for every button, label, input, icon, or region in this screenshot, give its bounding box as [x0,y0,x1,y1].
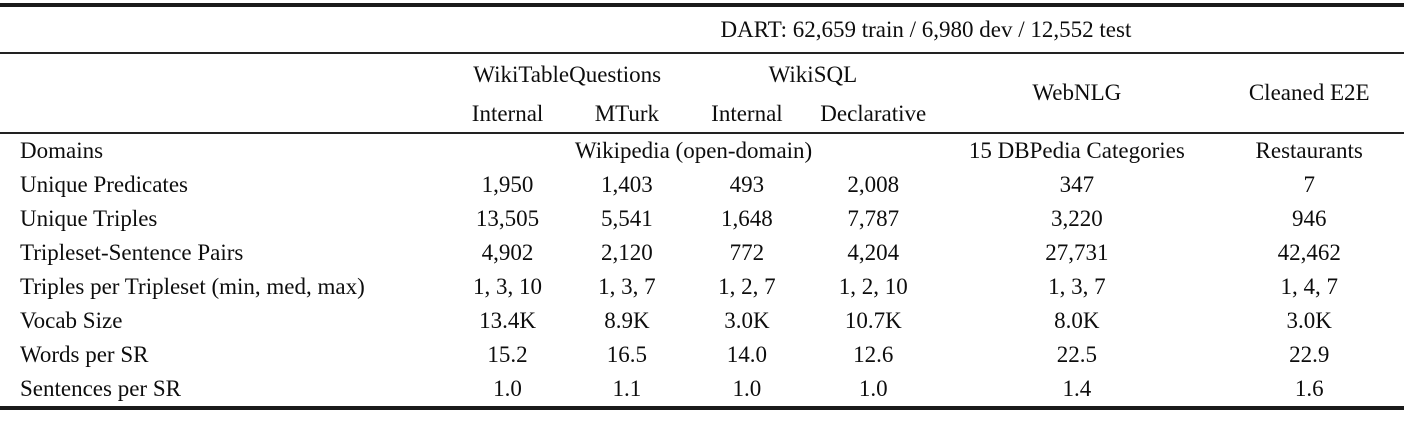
value-cell: 1, 2, 7 [718,274,776,299]
value-cell: 15.2 [487,342,528,367]
row-label-unique-predicates: Unique Predicates [20,172,188,197]
row-label-sentences-per-sr: Sentences per SR [20,376,181,401]
value-cell: 3.0K [1286,308,1332,333]
domains-e2e-cell: Restaurants [1255,138,1363,163]
value-cell: 42,462 [1277,240,1341,265]
value-cell: 7 [1303,172,1315,197]
blank-cell [0,96,448,134]
column-group-wikisql: WikiSQL [768,62,858,87]
value-cell: 2,008 [847,172,900,197]
table-row-vocab-size: Vocab Size 13.4K 8.9K 3.0K 10.7K 8.0K 3.… [0,304,1404,338]
value-cell: 3,220 [1050,206,1103,231]
dataset-statistics-table: DART: 62,659 train / 6,980 dev / 12,552 … [0,3,1404,410]
value-cell: 1, 2, 10 [838,274,908,299]
column-group-wikitablequestions: WikiTableQuestions [473,62,662,87]
value-cell: 772 [729,240,765,265]
sub-header-row: Internal MTurk Internal Declarative [0,96,1404,134]
table-row-unique-predicates: Unique Predicates 1,950 1,403 493 2,008 … [0,168,1404,202]
table-row-triples-per-tripleset: Triples per Tripleset (min, med, max) 1,… [0,270,1404,304]
row-label-words-per-sr: Words per SR [20,342,149,367]
column-group-cleaned-e2e: Cleaned E2E [1214,53,1404,134]
row-label-domains: Domains [20,138,104,163]
value-cell: 22.9 [1289,342,1330,367]
value-cell: 946 [1291,206,1327,231]
table-row-sentences-per-sr: Sentences per SR 1.0 1.1 1.0 1.0 1.4 1.6 [0,372,1404,408]
value-cell: 1.0 [858,376,888,401]
table-row-tripleset-sentence-pairs: Tripleset-Sentence Pairs 4,902 2,120 772… [0,236,1404,270]
value-cell: 1, 4, 7 [1280,274,1338,299]
value-cell: 1,403 [601,172,653,197]
domains-wikipedia-cell: Wikipedia (open-domain) [574,138,813,163]
value-cell: 10.7K [844,308,902,333]
blank-cell [0,5,448,54]
column-group-webnlg: WebNLG [939,53,1215,134]
sub-header-wtq-mturk: MTurk [567,96,687,134]
value-cell: 1.0 [732,376,762,401]
value-cell: 4,902 [481,240,534,265]
value-cell: 13,505 [475,206,540,231]
value-cell: 5,541 [601,206,653,231]
value-cell: 1, 3, 7 [1048,274,1106,299]
value-cell: 1.0 [493,376,522,401]
row-label-unique-triples: Unique Triples [20,206,158,231]
row-label-triples-per-tripleset: Triples per Tripleset (min, med, max) [20,274,365,299]
value-cell: 493 [729,172,765,197]
sub-header-wtq-internal: Internal [447,96,568,134]
value-cell: 1, 3, 7 [598,274,656,299]
value-cell: 1, 3, 10 [473,274,543,299]
sub-header-wikisql-internal: Internal [686,96,808,134]
blank-cell [0,53,448,96]
table-row-words-per-sr: Words per SR 15.2 16.5 14.0 12.6 22.5 22… [0,338,1404,372]
value-cell: 1,950 [481,172,534,197]
value-cell: 1.4 [1062,376,1092,401]
row-label-tripleset-sentence-pairs: Tripleset-Sentence Pairs [20,240,244,265]
dart-split-summary: DART: 62,659 train / 6,980 dev / 12,552 … [447,5,1404,54]
value-cell: 8.9K [604,308,650,333]
value-cell: 1,648 [721,206,773,231]
value-cell: 4,204 [847,240,900,265]
value-cell: 1.1 [612,376,642,401]
value-cell: 8.0K [1054,308,1100,333]
value-cell: 13.4K [479,308,536,333]
value-cell: 12.6 [853,342,894,367]
table-row-domains: Domains Wikipedia (open-domain) 15 DBPed… [0,133,1404,168]
row-label-vocab-size: Vocab Size [20,308,123,333]
value-cell: 22.5 [1056,342,1097,367]
value-cell: 2,120 [601,240,653,265]
value-cell: 7,787 [847,206,900,231]
value-cell: 1.6 [1294,376,1324,401]
value-cell: 16.5 [606,342,647,367]
sub-header-wikisql-declarative: Declarative [807,96,940,134]
domains-webnlg-cell: 15 DBPedia Categories [968,138,1185,163]
column-group-header-row: WikiTableQuestions WikiSQL WebNLG Cleane… [0,53,1404,134]
value-cell: 14.0 [726,342,768,367]
value-cell: 3.0K [724,308,770,333]
value-cell: 27,731 [1045,240,1109,265]
value-cell: 347 [1059,172,1095,197]
dart-caption-row: DART: 62,659 train / 6,980 dev / 12,552 … [0,5,1404,54]
table-row-unique-triples: Unique Triples 13,505 5,541 1,648 7,787 … [0,202,1404,236]
